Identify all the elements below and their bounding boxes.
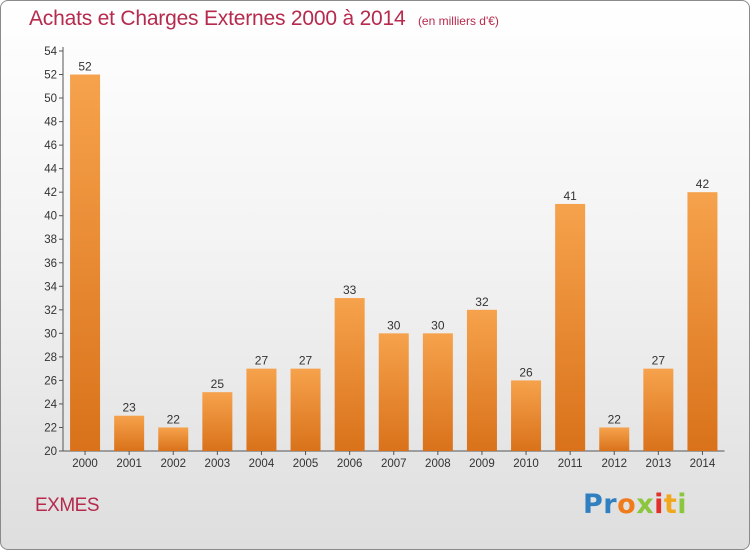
bar (202, 392, 233, 451)
bar (334, 298, 365, 451)
data-label: 33 (343, 283, 357, 297)
x-tick-label: 2000 (72, 458, 98, 470)
x-tick-label: 2001 (116, 458, 142, 470)
y-tick-label: 38 (44, 234, 57, 246)
chart-unit: (en milliers d'€) (417, 14, 499, 28)
bar (643, 368, 674, 451)
x-tick-label: 2005 (293, 458, 319, 470)
data-label: 27 (255, 354, 269, 368)
bar (70, 74, 101, 451)
x-tick-label: 2003 (205, 458, 231, 470)
y-tick-label: 44 (44, 164, 57, 176)
bar (466, 309, 497, 451)
data-label: 32 (475, 295, 489, 309)
commune-name: EXMES (35, 495, 100, 516)
bar (246, 368, 277, 451)
y-tick-label: 46 (44, 140, 57, 152)
x-tick-label: 2008 (425, 458, 451, 470)
bar (290, 368, 321, 451)
data-label: 25 (211, 377, 225, 391)
logo-letter: r (603, 489, 618, 520)
data-label: 42 (696, 177, 710, 191)
y-tick-label: 36 (44, 258, 57, 270)
data-label: 27 (652, 354, 666, 368)
x-tick-label: 2009 (469, 458, 495, 470)
x-tick-label: 2012 (601, 458, 627, 470)
y-tick-label: 28 (44, 352, 57, 364)
data-label: 26 (519, 365, 533, 379)
logo-letter: x (636, 489, 655, 520)
x-tick-label: 2007 (381, 458, 407, 470)
data-label: 30 (387, 318, 401, 332)
proxiti-logo[interactable]: Proxiti (583, 489, 687, 520)
bar (114, 415, 145, 451)
y-tick-label: 22 (44, 422, 57, 434)
bar (599, 427, 630, 451)
bar (422, 333, 453, 451)
y-tick-label: 30 (44, 328, 57, 340)
bar (687, 192, 718, 452)
logo-letter: i (677, 489, 688, 520)
x-tick-label: 2006 (337, 458, 363, 470)
bar (158, 427, 189, 451)
x-tick-label: 2013 (646, 458, 672, 470)
bar (378, 333, 409, 451)
chart-title: Achats et Charges Externes 2000 à 2014 (29, 7, 406, 30)
x-tick-label: 2002 (160, 458, 186, 470)
x-tick-label: 2014 (690, 458, 716, 470)
bar (511, 380, 542, 451)
data-label: 41 (563, 189, 577, 203)
y-tick-label: 40 (44, 211, 57, 223)
chart-header: Achats et Charges Externes 2000 à 2014 (… (29, 7, 499, 31)
logo-letter: i (654, 489, 664, 520)
y-tick-label: 34 (44, 281, 57, 293)
x-tick-label: 2004 (249, 458, 275, 470)
data-label: 27 (299, 354, 313, 368)
y-tick-label: 52 (44, 70, 57, 82)
logo-letter: t (663, 489, 678, 520)
y-tick-label: 20 (44, 446, 57, 458)
y-tick-label: 26 (44, 375, 57, 387)
data-label: 23 (122, 401, 136, 415)
y-tick-label: 50 (44, 93, 57, 105)
logo-letter: o (617, 489, 637, 520)
data-label: 22 (608, 412, 622, 426)
data-label: 22 (167, 412, 181, 426)
y-tick-label: 48 (44, 117, 57, 129)
y-tick-label: 54 (44, 46, 57, 58)
data-label: 52 (78, 60, 92, 74)
x-tick-label: 2010 (513, 458, 539, 470)
y-tick-label: 42 (44, 187, 57, 199)
y-tick-label: 32 (44, 305, 57, 317)
logo-letter: P (583, 489, 604, 520)
bar (555, 203, 586, 451)
x-tick-label: 2011 (558, 458, 583, 470)
data-label: 30 (431, 318, 445, 332)
y-tick-label: 24 (44, 399, 57, 411)
